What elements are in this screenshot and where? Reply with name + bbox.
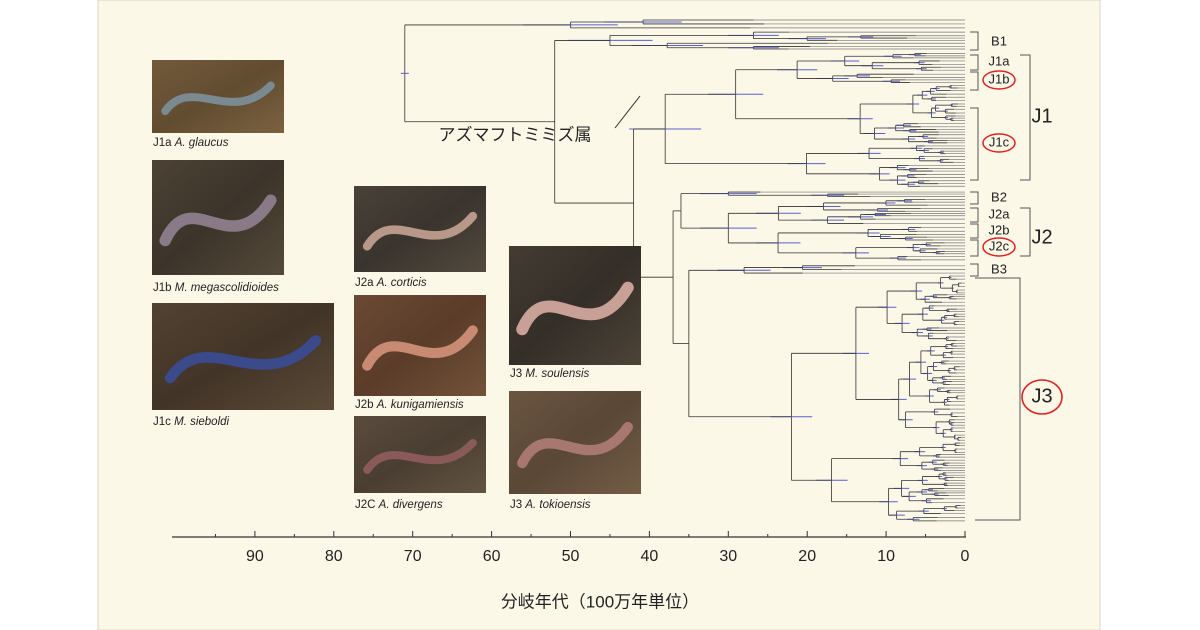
clade-bracket — [970, 207, 979, 223]
caption-clade: J3 — [510, 368, 522, 380]
worm-shape — [159, 194, 277, 247]
photo-caption: J2C A. divergens — [355, 499, 443, 511]
tick-label: 90 — [246, 548, 264, 565]
highlight-circle — [1021, 379, 1063, 415]
highlight-circle — [982, 133, 1016, 153]
axis-label: 分岐年代（100万年単位） — [501, 592, 699, 611]
clade-bracket — [1020, 207, 1031, 257]
tick-label: 40 — [641, 548, 659, 565]
caption-species: A. kunigamiensis — [376, 399, 464, 411]
clade-label: B1 — [991, 33, 1007, 48]
worm-shape — [164, 335, 322, 384]
clade-bracket — [970, 223, 979, 239]
worm-shape — [363, 438, 477, 474]
photo-caption: J3 A. tokioensis — [510, 499, 591, 511]
clade-bracket — [970, 239, 979, 257]
major-clade-label: J2 — [1031, 226, 1052, 248]
tick-label: 10 — [877, 548, 895, 565]
photo-caption: J3 M. soulensis — [510, 368, 590, 380]
worm-shape — [161, 81, 275, 116]
photo-texture — [354, 416, 486, 493]
clade-label: J2b — [989, 222, 1010, 237]
worm-shape — [516, 281, 634, 336]
clade-label: B3 — [991, 261, 1007, 276]
caption-species: A. tokioensis — [524, 499, 590, 511]
caption-clade: J2b — [355, 399, 374, 411]
clade-bracket — [970, 263, 979, 277]
tick-label: 50 — [562, 548, 580, 565]
worm-shape — [362, 211, 478, 251]
clade-label: J2c — [989, 238, 1010, 253]
clade-label: J1b — [989, 71, 1010, 86]
tick-label: 0 — [961, 548, 970, 565]
caption-clade: J2a — [355, 277, 374, 289]
tick-label: 20 — [798, 548, 816, 565]
caption-species: M. sieboldi — [174, 416, 229, 428]
clade-bracket — [1020, 54, 1031, 181]
clade-label: B2 — [991, 189, 1007, 204]
tick-label: 70 — [404, 548, 422, 565]
photo-caption: J2b A. kunigamiensis — [355, 399, 464, 411]
caption-species: A. corticis — [376, 277, 427, 289]
caption-clade: J2C — [355, 499, 375, 511]
major-clade-label: J3 — [1031, 385, 1052, 407]
genus-pointer — [614, 95, 641, 129]
caption-species: M. soulensis — [525, 368, 589, 380]
caption-species: M. megascolidioides — [175, 282, 279, 294]
photo-caption: J1b M. megascolidioides — [153, 282, 279, 294]
photo-caption: J1a A. glaucus — [153, 137, 229, 149]
tick-label: 80 — [325, 548, 343, 565]
clade-label: J1c — [989, 134, 1010, 149]
major-clade-label: J1 — [1031, 105, 1052, 127]
worm-shape — [517, 421, 633, 469]
highlight-circle — [982, 70, 1016, 90]
clade-bracket — [975, 277, 1021, 521]
phylogenetic-tree — [400, 19, 965, 522]
clade-bracket — [970, 107, 979, 181]
worm-shape — [362, 325, 478, 371]
caption-clade: J3 — [510, 499, 522, 511]
caption-clade: J1c — [153, 416, 171, 428]
caption-clade: J1b — [153, 282, 172, 294]
clade-bracket — [970, 191, 979, 205]
photos: J1a A. glaucus J1b M. megascolidioides J1c… — [152, 60, 641, 511]
clade-bracket — [970, 31, 979, 51]
clade-label: J2a — [989, 206, 1011, 221]
clade-label: J1a — [989, 53, 1011, 68]
caption-species: A. glaucus — [174, 137, 229, 149]
tick-label: 30 — [719, 548, 737, 565]
genus-label: アズマフトミミズ属 — [439, 125, 592, 144]
caption-clade: J1a — [153, 137, 172, 149]
photo-caption: J2a A. corticis — [355, 277, 427, 289]
clade-bracket — [970, 71, 979, 91]
photo-texture — [152, 303, 334, 410]
photo-texture — [354, 186, 486, 272]
caption-species: A. divergens — [378, 499, 443, 511]
photo-caption: J1c M. sieboldi — [153, 416, 230, 428]
highlight-circle — [982, 237, 1016, 257]
clade-bracket — [970, 54, 979, 71]
tick-label: 60 — [483, 548, 501, 565]
